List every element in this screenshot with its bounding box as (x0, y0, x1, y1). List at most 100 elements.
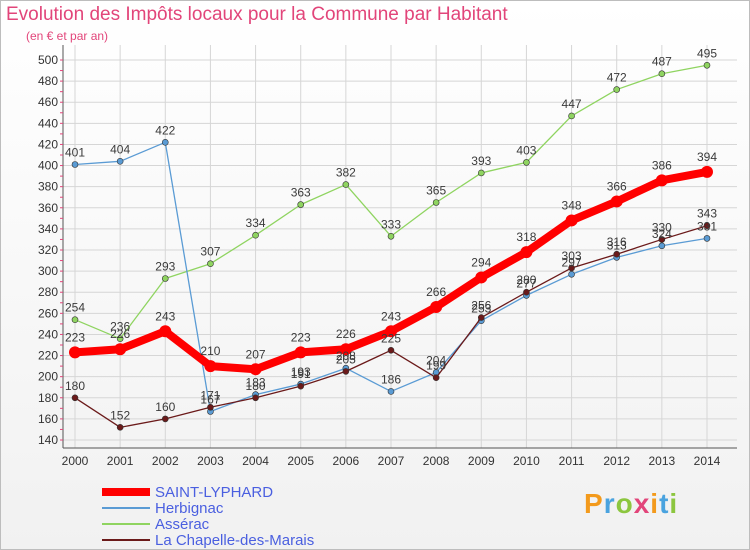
data-label-ass-rac: 363 (291, 186, 311, 200)
data-point-saint-lyphard (159, 325, 172, 338)
data-label-la-chapelle-des-marais: 180 (65, 379, 85, 393)
data-label-ass-rac: 254 (65, 301, 85, 315)
y-tick-label: 140 (38, 433, 58, 447)
y-tick-label: 400 (38, 159, 58, 173)
data-label-la-chapelle-des-marais: 256 (471, 299, 491, 313)
data-point-la-chapelle-des-marais (613, 250, 621, 258)
x-tick-label: 2008 (423, 454, 450, 468)
chart-subtitle: (en € et par an) (26, 29, 109, 43)
y-tick-label: 240 (38, 327, 58, 341)
data-label-saint-lyphard: 226 (110, 327, 130, 341)
x-tick-label: 2014 (694, 454, 721, 468)
logo-letter: i (650, 488, 660, 519)
data-label-ass-rac: 307 (200, 245, 220, 259)
data-point-saint-lyphard (249, 363, 262, 376)
legend-label: La Chapelle-des-Marais (155, 532, 314, 549)
y-tick-label: 340 (38, 222, 58, 236)
data-labels: 254 236 293 307 334 363 382 333 365 393 403 447 472 4… (65, 46, 717, 422)
data-label-la-chapelle-des-marais: 330 (652, 220, 672, 234)
data-point-saint-lyphard (114, 343, 127, 356)
data-point-saint-lyphard (610, 195, 623, 208)
data-point-la-chapelle-des-marais (71, 394, 79, 402)
data-label-saint-lyphard: 226 (336, 327, 356, 341)
x-tick-label: 2013 (649, 454, 676, 468)
x-tick-label: 2009 (468, 454, 495, 468)
axes: 140 160 180 200 220 240 260 280 300 320 340 360 380 4… (38, 45, 737, 468)
data-point-la-chapelle-des-marais (658, 236, 666, 243)
y-tick-label: 460 (38, 95, 58, 109)
x-tick-label: 2007 (378, 454, 405, 468)
data-point-saint-lyphard (520, 246, 533, 259)
y-tick-label: 480 (38, 74, 58, 88)
y-tick-label: 260 (38, 306, 58, 320)
data-label-ass-rac: 382 (336, 166, 356, 180)
x-tick-label: 2006 (333, 454, 360, 468)
data-point-ass-rac (658, 70, 666, 78)
data-label-herbignac: 401 (65, 146, 85, 160)
data-point-herbignac (387, 388, 395, 395)
data-point-la-chapelle-des-marais (252, 394, 259, 402)
data-label-ass-rac: 293 (155, 260, 175, 274)
x-tick-label: 2012 (603, 454, 630, 468)
legend-label: Assérac (155, 516, 210, 533)
y-tick-label: 320 (38, 243, 58, 257)
data-point-saint-lyphard (204, 360, 217, 373)
data-label-saint-lyphard: 223 (291, 330, 311, 344)
data-point-ass-rac (703, 61, 711, 69)
data-label-la-chapelle-des-marais: 152 (110, 408, 130, 422)
data-point-herbignac (658, 242, 666, 250)
data-point-herbignac (703, 235, 711, 242)
y-tick-label: 300 (38, 264, 58, 278)
data-label-ass-rac: 365 (426, 184, 446, 198)
legend-label: SAINT-LYPHARD (155, 484, 273, 501)
data-label-herbignac: 193 (291, 365, 311, 379)
logo-letter: i (669, 488, 679, 519)
data-label-saint-lyphard: 266 (426, 285, 446, 299)
data-label-la-chapelle-des-marais: 225 (381, 331, 401, 345)
data-label-herbignac: 253 (471, 302, 491, 316)
data-label-herbignac: 167 (200, 393, 220, 407)
grid-lines (63, 45, 737, 448)
data-point-ass-rac (387, 232, 395, 240)
data-label-ass-rac: 495 (697, 46, 717, 60)
data-label-la-chapelle-des-marais: 191 (291, 367, 311, 381)
data-label-herbignac: 422 (155, 123, 175, 137)
series-lines (69, 61, 713, 431)
data-point-herbignac (161, 139, 169, 146)
data-point-ass-rac (207, 260, 214, 268)
data-label-saint-lyphard: 394 (697, 150, 717, 164)
data-label-la-chapelle-des-marais: 205 (336, 352, 356, 366)
data-point-la-chapelle-des-marais (207, 403, 214, 411)
data-label-la-chapelle-des-marais: 199 (426, 359, 446, 373)
data-label-ass-rac: 472 (607, 71, 627, 85)
data-label-ass-rac: 236 (110, 320, 130, 334)
data-label-saint-lyphard: 318 (516, 230, 536, 244)
logo-letter: P (584, 488, 604, 519)
data-point-herbignac (71, 161, 79, 168)
y-tick-label: 440 (38, 116, 58, 130)
y-tick-label: 360 (38, 201, 58, 215)
logo-letter: x (633, 488, 651, 519)
x-tick-label: 2002 (152, 454, 179, 468)
data-point-la-chapelle-des-marais (432, 374, 440, 382)
proxiti-logo: Proxiti (584, 488, 678, 520)
data-label-saint-lyphard: 243 (155, 309, 175, 323)
data-point-saint-lyphard (701, 165, 713, 178)
data-label-ass-rac: 447 (562, 97, 582, 111)
data-point-saint-lyphard (69, 346, 81, 359)
data-label-ass-rac: 487 (652, 55, 672, 69)
data-point-ass-rac (613, 86, 621, 93)
data-point-ass-rac (477, 169, 485, 177)
data-point-la-chapelle-des-marais (523, 288, 530, 296)
y-tick-label: 420 (38, 137, 58, 151)
data-point-saint-lyphard (655, 174, 668, 187)
x-tick-label: 2000 (62, 454, 89, 468)
data-label-saint-lyphard: 294 (471, 255, 491, 269)
y-tick-label: 380 (38, 180, 58, 194)
data-label-herbignac: 208 (336, 349, 356, 363)
data-point-ass-rac (252, 231, 259, 239)
y-tick-label: 280 (38, 285, 58, 299)
x-tick-label: 2011 (559, 454, 585, 468)
